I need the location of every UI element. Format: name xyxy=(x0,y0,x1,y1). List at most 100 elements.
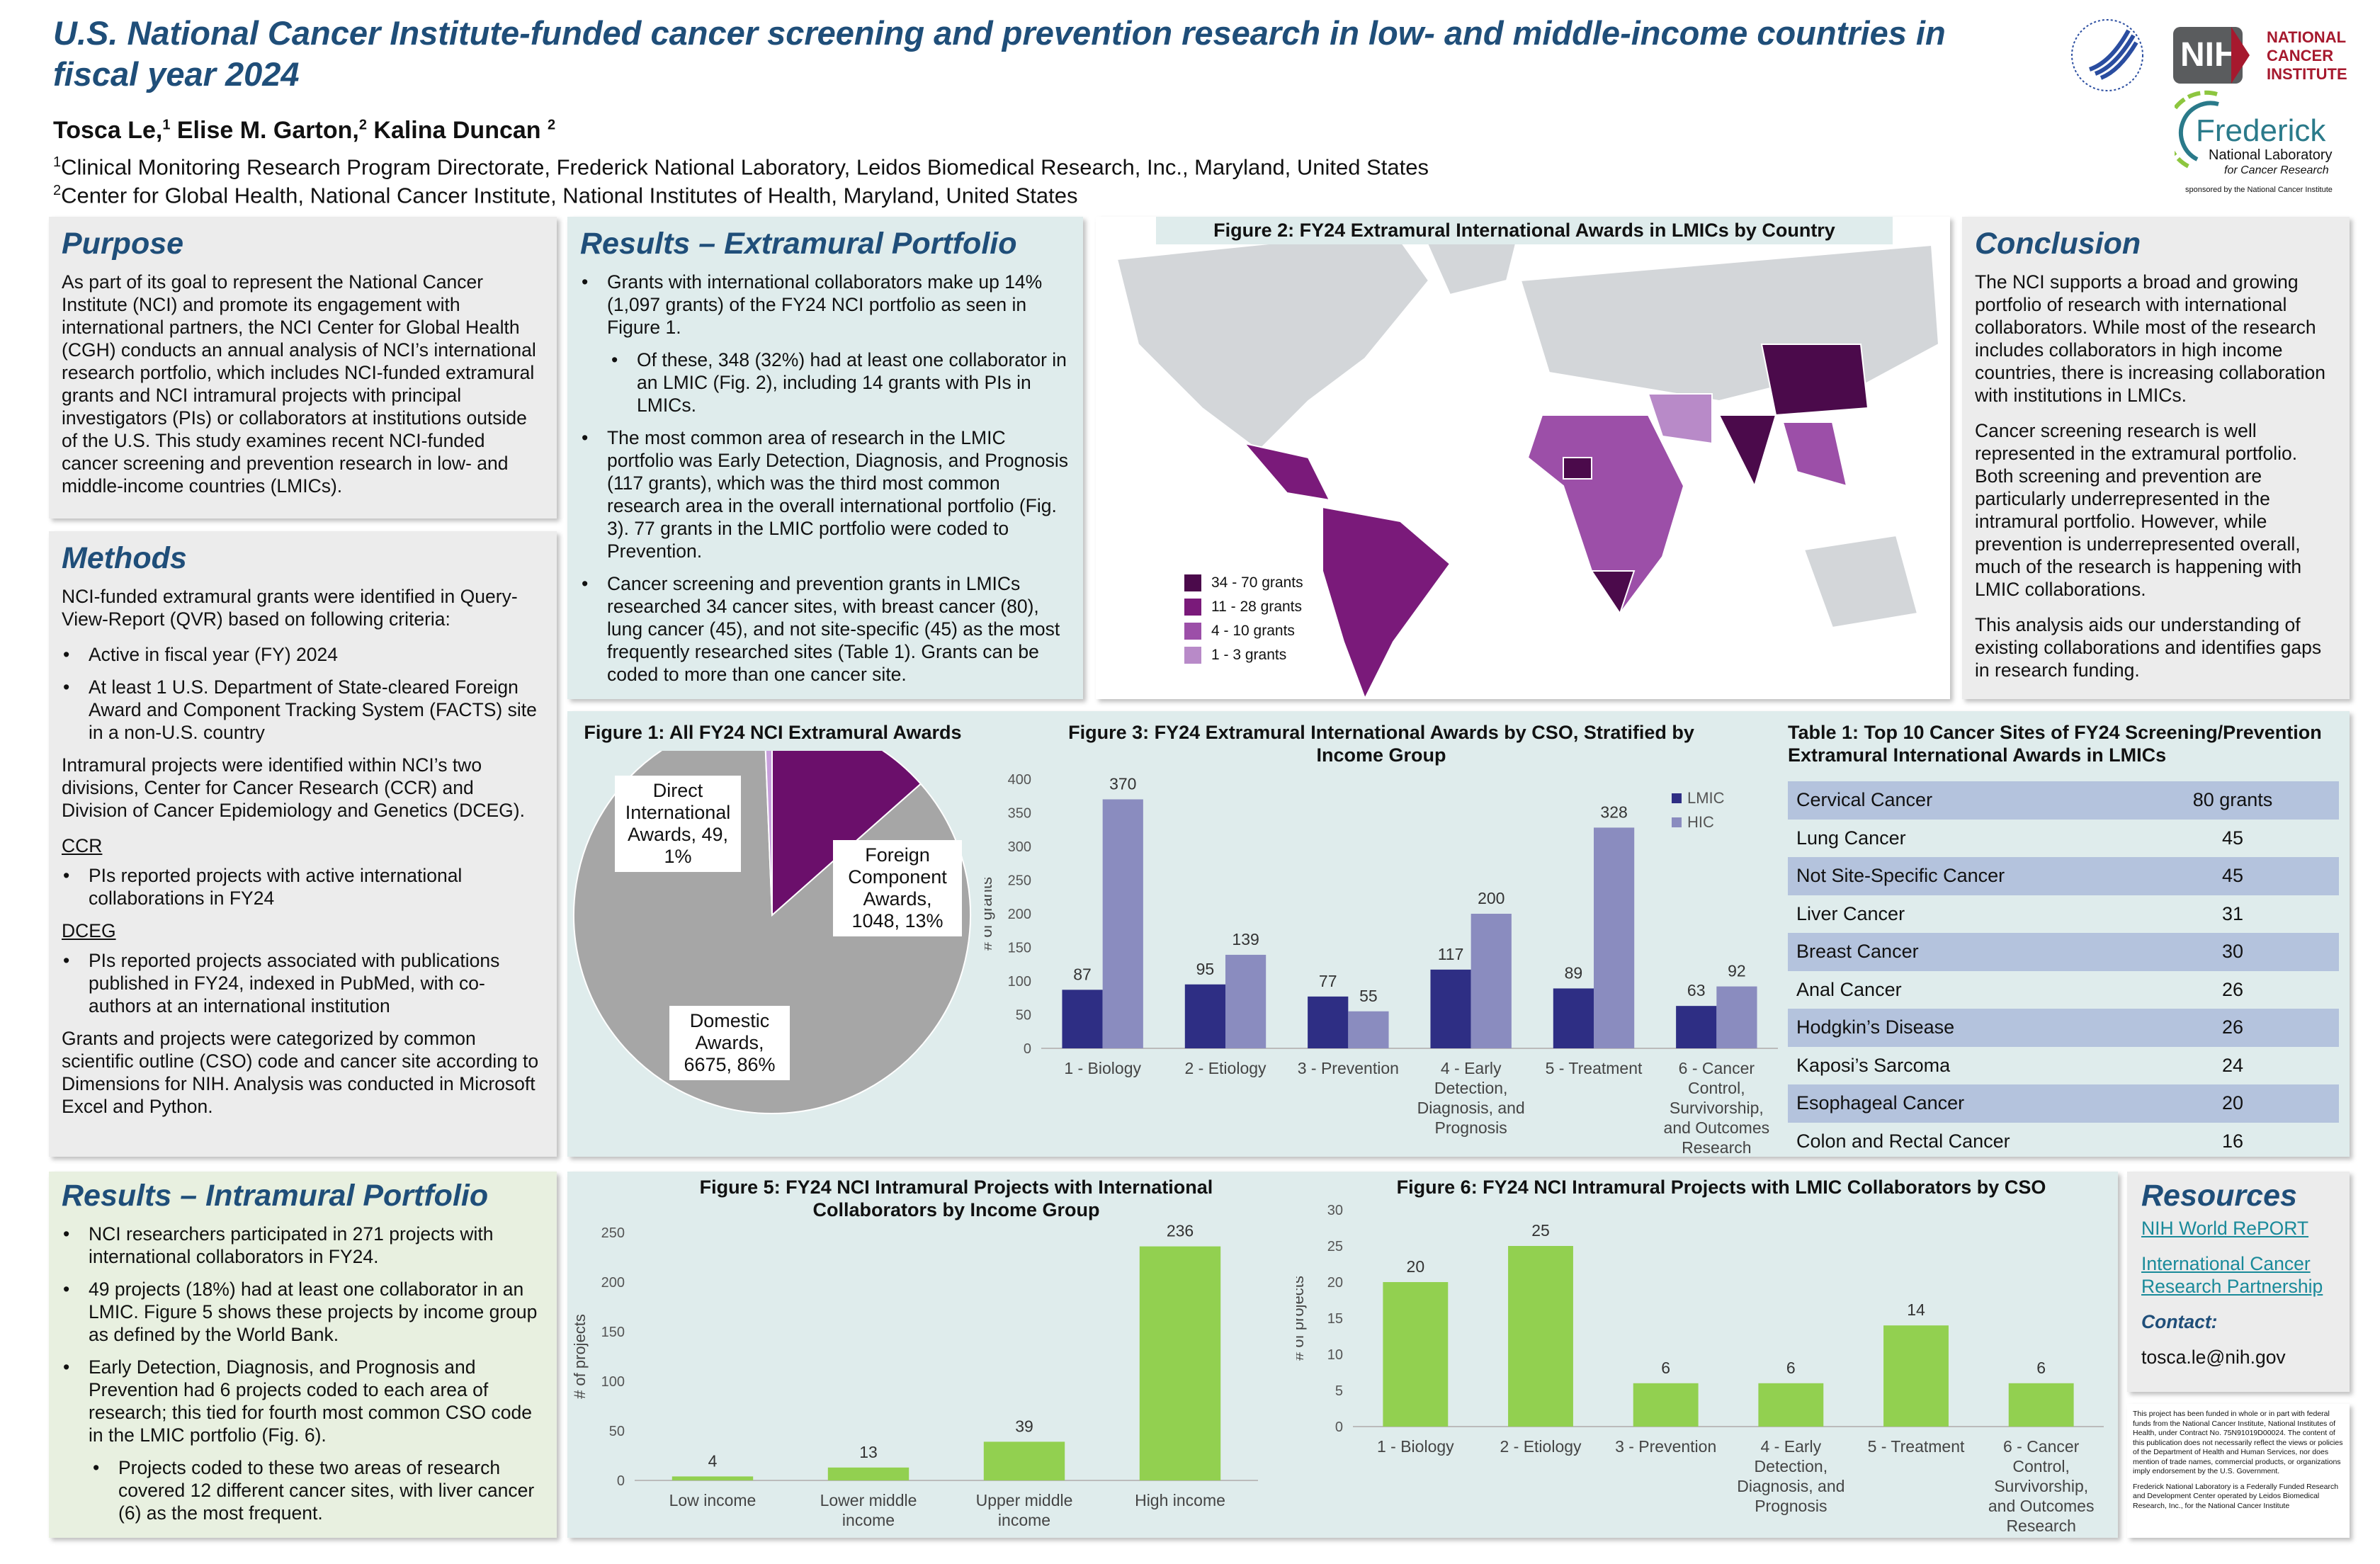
methods-bullet: PIs reported projects associated with pu… xyxy=(62,949,544,1017)
x-tick-label: 1 - Biology xyxy=(1064,1059,1141,1077)
bar xyxy=(1508,1246,1573,1427)
purpose-text: As part of its goal to represent the Nat… xyxy=(62,271,536,497)
nih-world-report-link[interactable]: NIH World RePORT xyxy=(2141,1218,2309,1239)
table-row: Anal Cancer 26 xyxy=(1788,971,2339,1009)
disclaimer-text: This project has been funded in whole or… xyxy=(2133,1410,2343,1475)
intramural-bullet: Projects coded to these two areas of res… xyxy=(91,1456,544,1524)
data-label: 236 xyxy=(1167,1222,1194,1240)
table1: Cervical Cancer 80 grants Lung Cancer 45 Not… xyxy=(1788,781,2339,1160)
table-row: Colon and Rectal Cancer 16 xyxy=(1788,1123,2339,1161)
aff-text: Center for Global Health, National Cance… xyxy=(61,183,1078,208)
bar xyxy=(1308,996,1349,1048)
pie-label-domestic: Domestic Awards, 6675, 86% xyxy=(669,1006,790,1080)
methods-text: NCI-funded extramural grants were identi… xyxy=(62,586,518,630)
x-tick-label: 3 - Prevention xyxy=(1615,1437,1716,1456)
data-label: 63 xyxy=(1687,981,1706,999)
australia xyxy=(1803,534,1919,629)
legend-swatch xyxy=(1184,647,1201,664)
data-label: 39 xyxy=(1015,1417,1033,1435)
intramural-figures-panel xyxy=(567,1172,2118,1538)
table-row: Lung Cancer 45 xyxy=(1788,820,2339,858)
table-row: Not Site-Specific Cancer 45 xyxy=(1788,857,2339,895)
extramural-panel: Results – Extramural Portfolio Grants wi… xyxy=(567,217,1083,699)
grant-count: 30 xyxy=(2221,941,2244,963)
data-label: 139 xyxy=(1232,930,1259,948)
data-label: 77 xyxy=(1319,972,1337,990)
conclusion-text: The NCI supports a broad and growing por… xyxy=(1975,271,2325,406)
fig3-bar-chart: 0 50 100 150 200 250 300 350 400 # of grants 87 370… xyxy=(985,772,1778,1157)
x-tick-label: 2 - Etiology xyxy=(1500,1437,1582,1456)
y-tick-label: 10 xyxy=(1327,1347,1343,1363)
y-tick-label: 5 xyxy=(1335,1383,1343,1399)
grant-count: 26 xyxy=(2221,978,2244,1000)
y-tick-label: 50 xyxy=(609,1424,625,1439)
contact-label: Contact: xyxy=(2141,1311,2218,1332)
y-axis-label: # of projects xyxy=(571,1314,589,1399)
resources-panel: Resources NIH World RePORT International… xyxy=(2127,1172,2350,1392)
bar xyxy=(1676,1006,1717,1048)
y-tick-label: 15 xyxy=(1327,1311,1343,1327)
legend-swatch xyxy=(1184,599,1201,616)
legend-swatch xyxy=(1672,793,1682,803)
cancer-site: Lung Cancer xyxy=(1796,827,1906,849)
cancer-site: Anal Cancer xyxy=(1796,978,1902,1000)
cancer-site: Liver Cancer xyxy=(1796,902,1905,924)
purpose-panel: Purpose As part of its goal to represent… xyxy=(49,217,557,518)
icrp-link[interactable]: International Cancer Research Partnershi… xyxy=(2141,1253,2323,1297)
intramural-bullet: 49 projects (18%) had at least one colla… xyxy=(62,1278,544,1346)
fig5-bar-chart: 0 50 100 150 200 250 # of projects 4 Low income 1… xyxy=(571,1222,1258,1529)
nci-logo-text: NATIONAL CANCER INSTITUTE xyxy=(2267,28,2347,83)
y-tick-label: 100 xyxy=(1008,974,1031,990)
bar xyxy=(1102,799,1143,1048)
authors: Tosca Le,1 Elise M. Garton,2 Kalina Dunc… xyxy=(53,117,555,144)
y-tick-label: 20 xyxy=(1327,1275,1343,1291)
bar xyxy=(1594,827,1635,1048)
cancer-site: Cervical Cancer xyxy=(1796,789,1933,811)
extramural-heading: Results – Extramural Portfolio xyxy=(580,227,1017,261)
y-tick-label: 200 xyxy=(1008,907,1031,922)
methods-heading: Methods xyxy=(62,541,187,575)
fnl-logo-sub: National Laboratory xyxy=(2209,147,2333,163)
x-tick-label: 4 - Early Detection, Diagnosis, and Prognos… xyxy=(1737,1437,1844,1515)
pie-label-foreign: Foreign Component Awards, 1048, 13% xyxy=(833,840,962,936)
cancer-site: Colon and Rectal Cancer xyxy=(1796,1130,2010,1152)
legend-item: 11 - 28 grants xyxy=(1184,595,1303,619)
data-label: 328 xyxy=(1600,803,1627,821)
methods-text: Intramural projects were identified with… xyxy=(62,754,525,821)
author-name: Elise M. Garton, xyxy=(170,117,359,144)
nih-chevron-icon xyxy=(2231,27,2250,84)
conclusion-heading: Conclusion xyxy=(1975,227,2141,261)
table-row: Kaposi’s Sarcoma 24 xyxy=(1788,1047,2339,1085)
affiliation-1: 1Clinical Monitoring Research Program Di… xyxy=(53,154,1429,180)
south-america xyxy=(1322,506,1451,701)
data-label: 95 xyxy=(1196,960,1215,978)
bar xyxy=(1383,1282,1449,1427)
conclusion-text: Cancer screening research is well repres… xyxy=(1975,420,2302,600)
europe-asia xyxy=(1519,244,1940,402)
fnl-logo-sub2: for Cancer Research xyxy=(2224,164,2329,176)
fnl-logo-name: Frederick xyxy=(2196,113,2326,148)
intramural-panel: Results – Intramural Portfolio NCI resea… xyxy=(49,1172,557,1538)
conclusion-panel: Conclusion The NCI supports a broad and … xyxy=(1962,217,2350,699)
author-sup: 2 xyxy=(548,117,556,133)
contact-email[interactable]: tosca.le@nih.gov xyxy=(2141,1347,2286,1368)
x-tick-label: High income xyxy=(1135,1491,1225,1509)
fig1-title: Figure 1: All FY24 NCI Extramural Awards xyxy=(584,722,962,743)
legend-label: LMIC xyxy=(1687,789,1725,807)
data-label: 55 xyxy=(1359,987,1378,1005)
y-tick-label: 100 xyxy=(601,1374,625,1390)
y-tick-label: 150 xyxy=(1008,941,1031,956)
y-tick-label: 0 xyxy=(1335,1420,1343,1435)
fig6-bar-chart: 0 5 10 15 20 25 30 # of projects 20 1 - Biology 25… xyxy=(1296,1204,2104,1535)
cancer-site: Esophageal Cancer xyxy=(1796,1092,1965,1114)
grant-count: 16 xyxy=(2221,1130,2244,1152)
methods-bullet: PIs reported projects with active intern… xyxy=(62,864,544,910)
cancer-site: Hodgkin’s Disease xyxy=(1796,1016,1955,1038)
y-tick-label: 250 xyxy=(1008,873,1031,889)
data-label: 200 xyxy=(1478,889,1504,907)
disclaimer-panel: This project has been funded in whole or… xyxy=(2127,1404,2350,1538)
legend-swatch xyxy=(1184,623,1201,640)
bar xyxy=(1553,988,1594,1048)
extramural-bullet: Cancer screening and prevention grants i… xyxy=(580,572,1070,686)
legend-label: 34 - 70 grants xyxy=(1211,574,1303,591)
